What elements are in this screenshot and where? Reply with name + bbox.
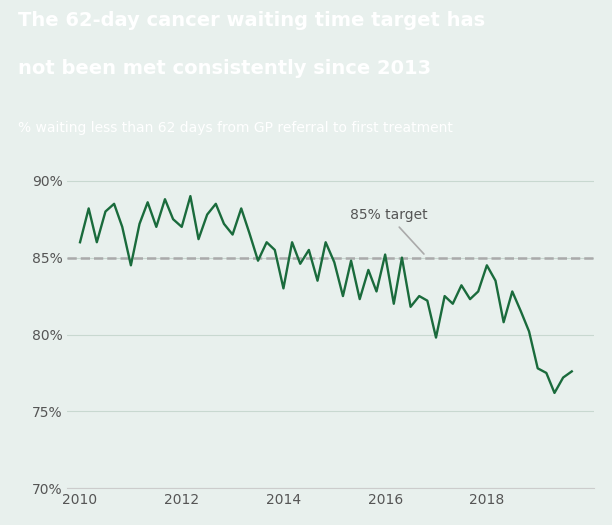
Text: % waiting less than 62 days from GP referral to first treatment: % waiting less than 62 days from GP refe…: [18, 121, 453, 135]
Text: The 62-day cancer waiting time target has: The 62-day cancer waiting time target ha…: [18, 11, 485, 30]
Text: 85% target: 85% target: [349, 208, 427, 254]
Text: not been met consistently since 2013: not been met consistently since 2013: [18, 59, 431, 78]
